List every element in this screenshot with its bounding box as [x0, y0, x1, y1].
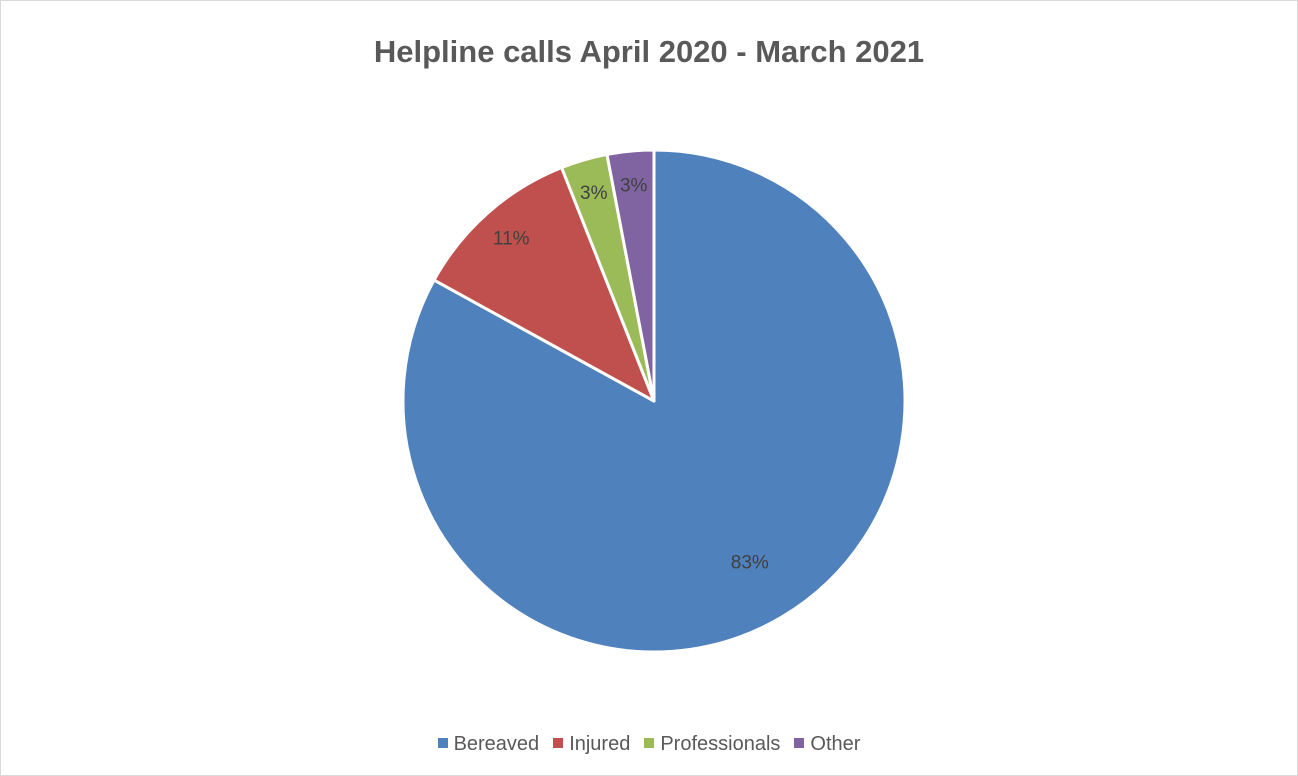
- legend-swatch-bereaved: [437, 737, 448, 748]
- legend-swatch-other: [794, 737, 805, 748]
- pie-slice-injured: [432, 166, 656, 403]
- legend-item-injured: Injured: [553, 733, 630, 756]
- legend-label-injured: Injured: [569, 733, 631, 755]
- legend-label-professionals: Professionals: [660, 733, 781, 755]
- data-label-professionals: 3%: [580, 183, 608, 204]
- legend: Bereaved Injured Professionals Other: [1, 733, 1297, 756]
- legend-item-other: Other: [794, 733, 860, 756]
- legend-swatch-injured: [553, 737, 564, 748]
- data-label-other: 3%: [620, 176, 648, 197]
- legend-label-other: Other: [810, 733, 861, 755]
- legend-swatch-professionals: [644, 737, 655, 748]
- data-label-injured: 11%: [493, 229, 530, 250]
- pie-slice-other: [605, 148, 656, 403]
- legend-label-bereaved: Bereaved: [453, 733, 540, 755]
- legend-item-bereaved: Bereaved: [437, 733, 540, 756]
- legend-item-professionals: Professionals: [644, 733, 780, 756]
- data-label-bereaved: 83%: [731, 553, 769, 574]
- chart-title: Helpline calls April 2020 - March 2021: [373, 34, 925, 69]
